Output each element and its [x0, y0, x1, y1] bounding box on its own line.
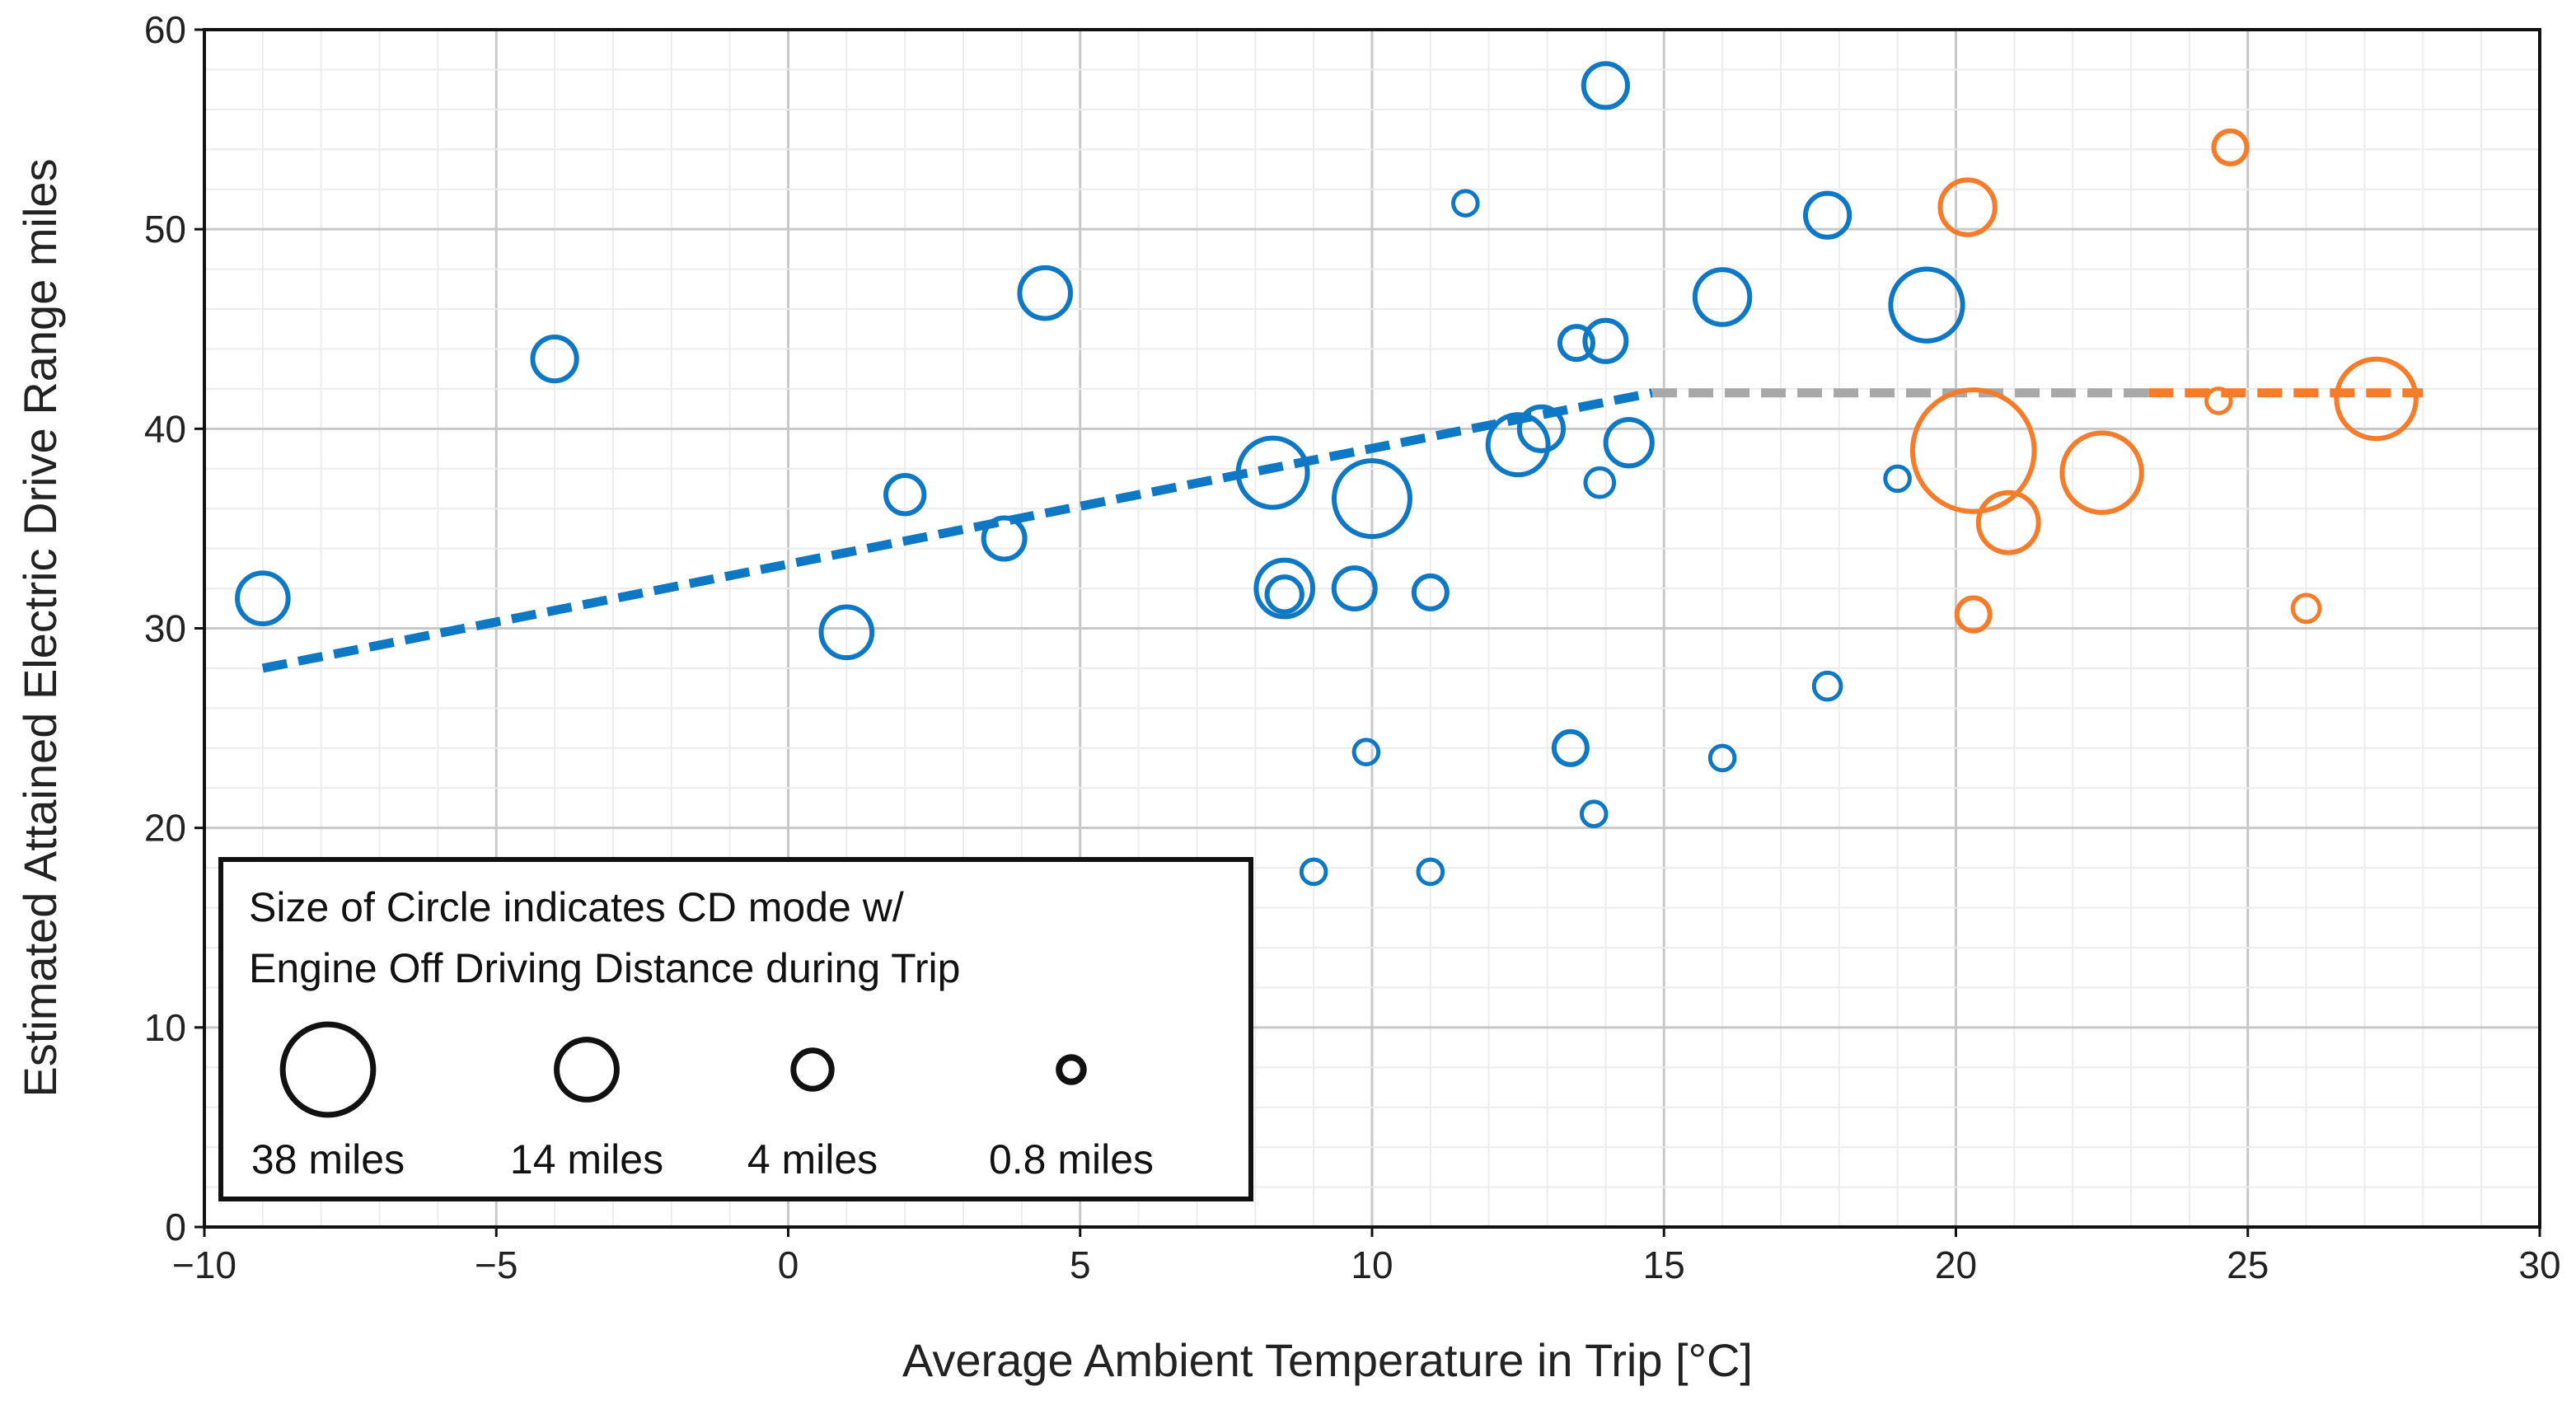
legend-circle	[1056, 1054, 1087, 1085]
blue-data-point	[1692, 267, 1753, 327]
blue-data-point	[1603, 417, 1655, 469]
blue-data-point	[1331, 565, 1378, 612]
legend-entries: 38 miles 14 miles 4 miles 0.8 miles	[251, 1021, 1154, 1183]
blue-data-point	[530, 334, 579, 384]
x-tick-label: 25	[2227, 1243, 2269, 1286]
legend-entry-label: 38 miles	[251, 1136, 405, 1183]
y-tick-label: 50	[144, 208, 186, 251]
x-tick-label: 0	[778, 1243, 799, 1286]
legend-circle	[554, 1037, 620, 1103]
orange-data-point	[2290, 592, 2322, 625]
orange-data-point	[1909, 387, 2037, 514]
blue-data-point	[1253, 557, 1316, 620]
x-tick-label: 20	[1935, 1243, 1977, 1286]
data-points	[235, 61, 2419, 887]
trend-lines	[261, 388, 2424, 673]
orange-data-point	[2211, 128, 2250, 166]
x-tick-label: 10	[1351, 1243, 1393, 1286]
y-tick-label: 20	[144, 807, 186, 850]
legend-circle	[790, 1047, 835, 1092]
x-tick-label: 5	[1070, 1243, 1091, 1286]
y-tick-label: 30	[144, 607, 186, 650]
legend-entry-label: 14 miles	[510, 1136, 663, 1183]
legend-title-line-2: Engine Off Driving Distance during Trip	[249, 945, 960, 991]
blue-data-point	[1811, 670, 1843, 702]
legend-entry-label: 0.8 miles	[989, 1136, 1154, 1183]
blue-data-point	[1332, 458, 1412, 540]
blue-data-point	[1582, 317, 1629, 364]
blue-data-point	[1707, 743, 1737, 773]
blue-trend-line	[261, 388, 1654, 673]
legend-box	[218, 857, 1253, 1201]
orange-data-point	[1975, 489, 2041, 555]
orange-data-point	[1937, 177, 1998, 237]
y-tick-label: 40	[144, 407, 186, 450]
orange-data-point	[1954, 595, 1993, 634]
blue-data-point	[235, 570, 291, 626]
x-axis-ticks: −10 −5 0 5 10 15 20 25 30	[172, 1227, 2561, 1286]
blue-data-point	[981, 515, 1028, 562]
orange-data-point	[2334, 356, 2419, 442]
blue-data-point	[1888, 266, 1965, 344]
blue-data-point	[1351, 738, 1381, 766]
blue-data-point	[1579, 799, 1609, 829]
y-tick-label: 0	[165, 1206, 186, 1248]
legend-title-line-1: Size of Circle indicates CD mode w/	[249, 884, 904, 930]
x-tick-label: 15	[1643, 1243, 1685, 1286]
y-axis-ticks: 0 10 20 30 40 50 60	[144, 8, 204, 1248]
legend-circle	[279, 1021, 377, 1118]
blue-data-point	[1411, 573, 1450, 611]
x-tick-label: −5	[475, 1243, 518, 1286]
orange-data-point	[2204, 386, 2233, 415]
blue-data-point	[1557, 324, 1595, 363]
x-tick-label: 30	[2518, 1243, 2560, 1286]
y-tick-label: 10	[144, 1006, 186, 1049]
legend: Size of Circle indicates CD mode w/ Engi…	[218, 857, 1253, 1201]
legend-entry-label: 4 miles	[747, 1136, 878, 1183]
grid	[204, 30, 2540, 1227]
x-tick-label: −10	[172, 1243, 237, 1286]
blue-data-point	[1883, 464, 1912, 494]
blue-data-point	[1416, 857, 1445, 887]
blue-data-point	[1264, 574, 1304, 615]
blue-data-point	[1581, 61, 1631, 110]
blue-data-point	[1299, 857, 1328, 887]
blue-data-point	[883, 473, 927, 517]
blue-data-point	[1017, 265, 1074, 321]
blue-data-point	[1551, 728, 1590, 767]
blue-data-point	[1235, 435, 1310, 510]
blue-data-point	[818, 604, 875, 661]
blue-data-point	[1451, 189, 1480, 218]
blue-data-point	[1803, 190, 1852, 240]
y-axis-title: Estimated Attained Electric Drive Range …	[14, 158, 66, 1097]
blue-data-point	[1583, 466, 1617, 499]
blue-data-point	[1516, 404, 1567, 453]
y-tick-label: 60	[144, 8, 186, 51]
x-axis-title: Average Ambient Temperature in Trip [°C]	[902, 1334, 1753, 1386]
orange-data-point	[2059, 430, 2144, 515]
blue-data-point	[1485, 412, 1551, 478]
